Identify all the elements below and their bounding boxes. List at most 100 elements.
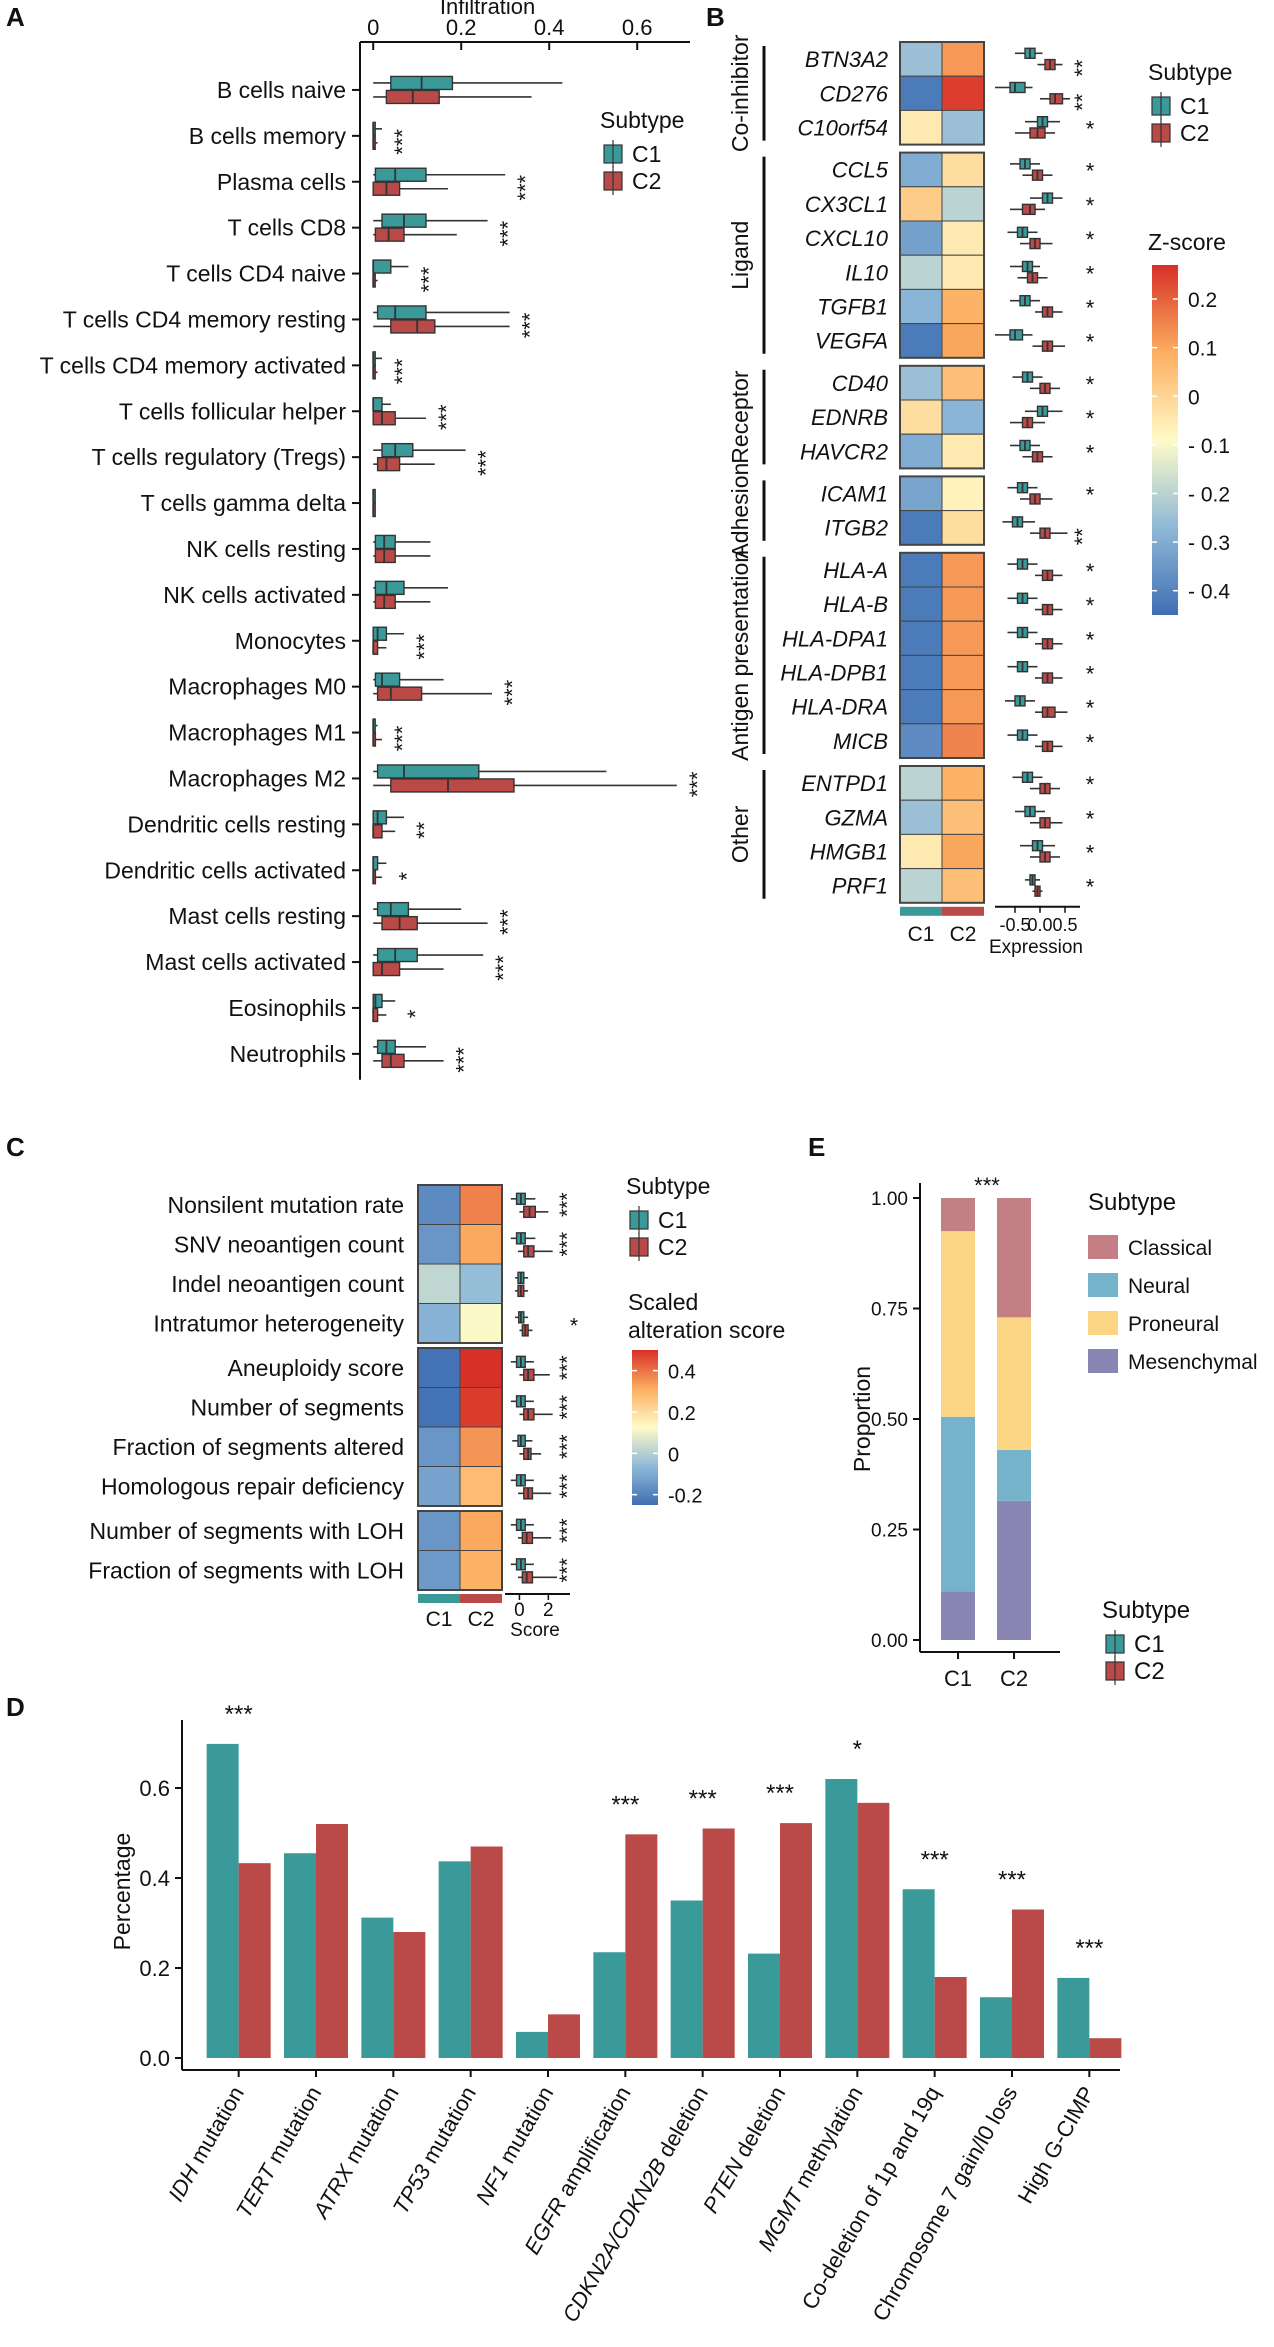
row-macrophages-m0: Macrophages M0 *** [168,672,525,705]
box-c2 [372,273,378,288]
heat-cell [899,552,943,588]
gene-label: CD40 [832,371,889,396]
bar-c1 [438,1861,471,2058]
gene-row: TGFB1 * [817,288,1095,325]
group-frame [899,765,985,904]
box-c2 [373,456,435,472]
legend-label-c2: C2 [1134,1658,1165,1685]
box-c2 [373,319,510,334]
significance: * [1086,559,1095,584]
row-t-cells-gamma-delta: T cells gamma delta [141,488,376,518]
box-c2 [372,411,426,426]
group-label: Receptor [727,370,753,464]
gene-label: CX3CL1 [805,192,888,217]
significance: * [853,1736,862,1763]
heat-cell [899,433,943,469]
box-c1 [510,1192,536,1206]
box-c2 [373,89,532,105]
box [390,778,515,793]
heat-cell [941,475,985,512]
gene-label: HLA-DPB1 [780,661,888,686]
significance: * [1086,875,1095,900]
row-label: Number of segments with LOH [90,1518,404,1544]
box-c2 [1032,885,1043,897]
heat-cell [941,75,985,111]
significance: *** [452,1047,477,1073]
significance: ** [1070,59,1095,77]
group-other: ENTPD1 * GZMA * HMGB1 * PRF1 * Other [727,765,1095,904]
bar-c2 [625,1834,658,2058]
x-tick-label: PTEN deletion [698,2082,791,2217]
bar-c1 [516,2031,548,2058]
alteration-group: Aneuploidy score *** Number of segments ***… [101,1347,579,1507]
group-receptor: CD40 * EDNRB * HAVCR2 * Receptor [727,364,1095,470]
col-bar-c1 [418,1594,460,1603]
colorbar-tick-label: - 0.1 [1188,435,1230,458]
row-label: Macrophages M2 [168,765,346,791]
box-c2 [518,1571,557,1584]
heat-cell [417,1466,461,1507]
box [376,305,427,320]
heat-cell [899,399,943,435]
group-frame [417,1347,503,1507]
significance: *** [513,174,538,200]
box [372,993,383,1009]
bar-c2 [780,1823,812,2058]
legend-label: Mesenchymal [1128,1351,1258,1374]
significance: *** [390,129,415,155]
row-label: Fraction of segments with LOH [88,1557,404,1583]
significance: * [1086,696,1095,721]
row-label: NK cells resting [186,536,346,562]
heat-cell [417,1184,461,1225]
box-c1 [1007,226,1038,238]
significance: * [1086,730,1095,755]
box [1049,93,1064,105]
colorbar-tick-label: -0.2 [668,1486,702,1508]
gene-label: CD276 [820,81,889,106]
gene-row: HLA-DPA1 * [782,620,1095,656]
italic-part: MGMT [753,2183,809,2255]
gene-label: C10orf54 [797,116,888,141]
axis-title: Infiltration [440,0,535,19]
gene-label: HLA-B [823,592,888,617]
x-tick-label: 0.5 [1052,915,1077,935]
box [372,626,388,641]
significance: *** [496,909,521,935]
row-label: T cells CD4 naive [166,261,346,287]
significance: *** [974,1173,1000,1198]
colorbar-tick-label: - 0.2 [1188,483,1230,506]
heat-cell [459,1466,503,1507]
significance: * [1086,330,1095,355]
heat-cell [459,1184,503,1225]
row-label: SNV neoantigen count [174,1231,405,1257]
heat-cell [459,1303,503,1344]
significance: *** [474,450,499,476]
box-c2 [1040,93,1070,105]
stack-segment-proneural [997,1317,1031,1450]
box-c2 [373,915,488,931]
box-c2 [1010,203,1045,216]
box-c2 [1017,272,1048,284]
heat-cell [899,323,943,359]
box-c2 [1030,817,1063,829]
stack-segment-classical [997,1198,1031,1318]
box-c1 [372,397,391,412]
significance: * [1086,406,1095,431]
row-monocytes: Monocytes *** [235,626,437,660]
box-c2 [1035,306,1063,318]
box-c1 [373,1039,426,1055]
row-nk-cells-resting: NK cells resting [186,534,431,564]
x-tick-label: IDH mutation [163,2082,249,2206]
bar-group: Chromosome 7 gain/l0 loss *** [867,1867,1044,2325]
group-frame [417,1184,503,1344]
y-tick-label: 1.00 [871,1189,908,1210]
heat-cell [899,75,943,111]
row-label: Dendritic cells activated [104,857,346,883]
colorbar-tick-label: - 0.4 [1188,581,1230,604]
alteration-row: Indel neoantigen count [171,1263,529,1304]
significance: *** [434,404,459,430]
heat-cell [941,152,985,188]
label-part: mutation [491,2082,558,2173]
significance: * [1086,806,1095,831]
